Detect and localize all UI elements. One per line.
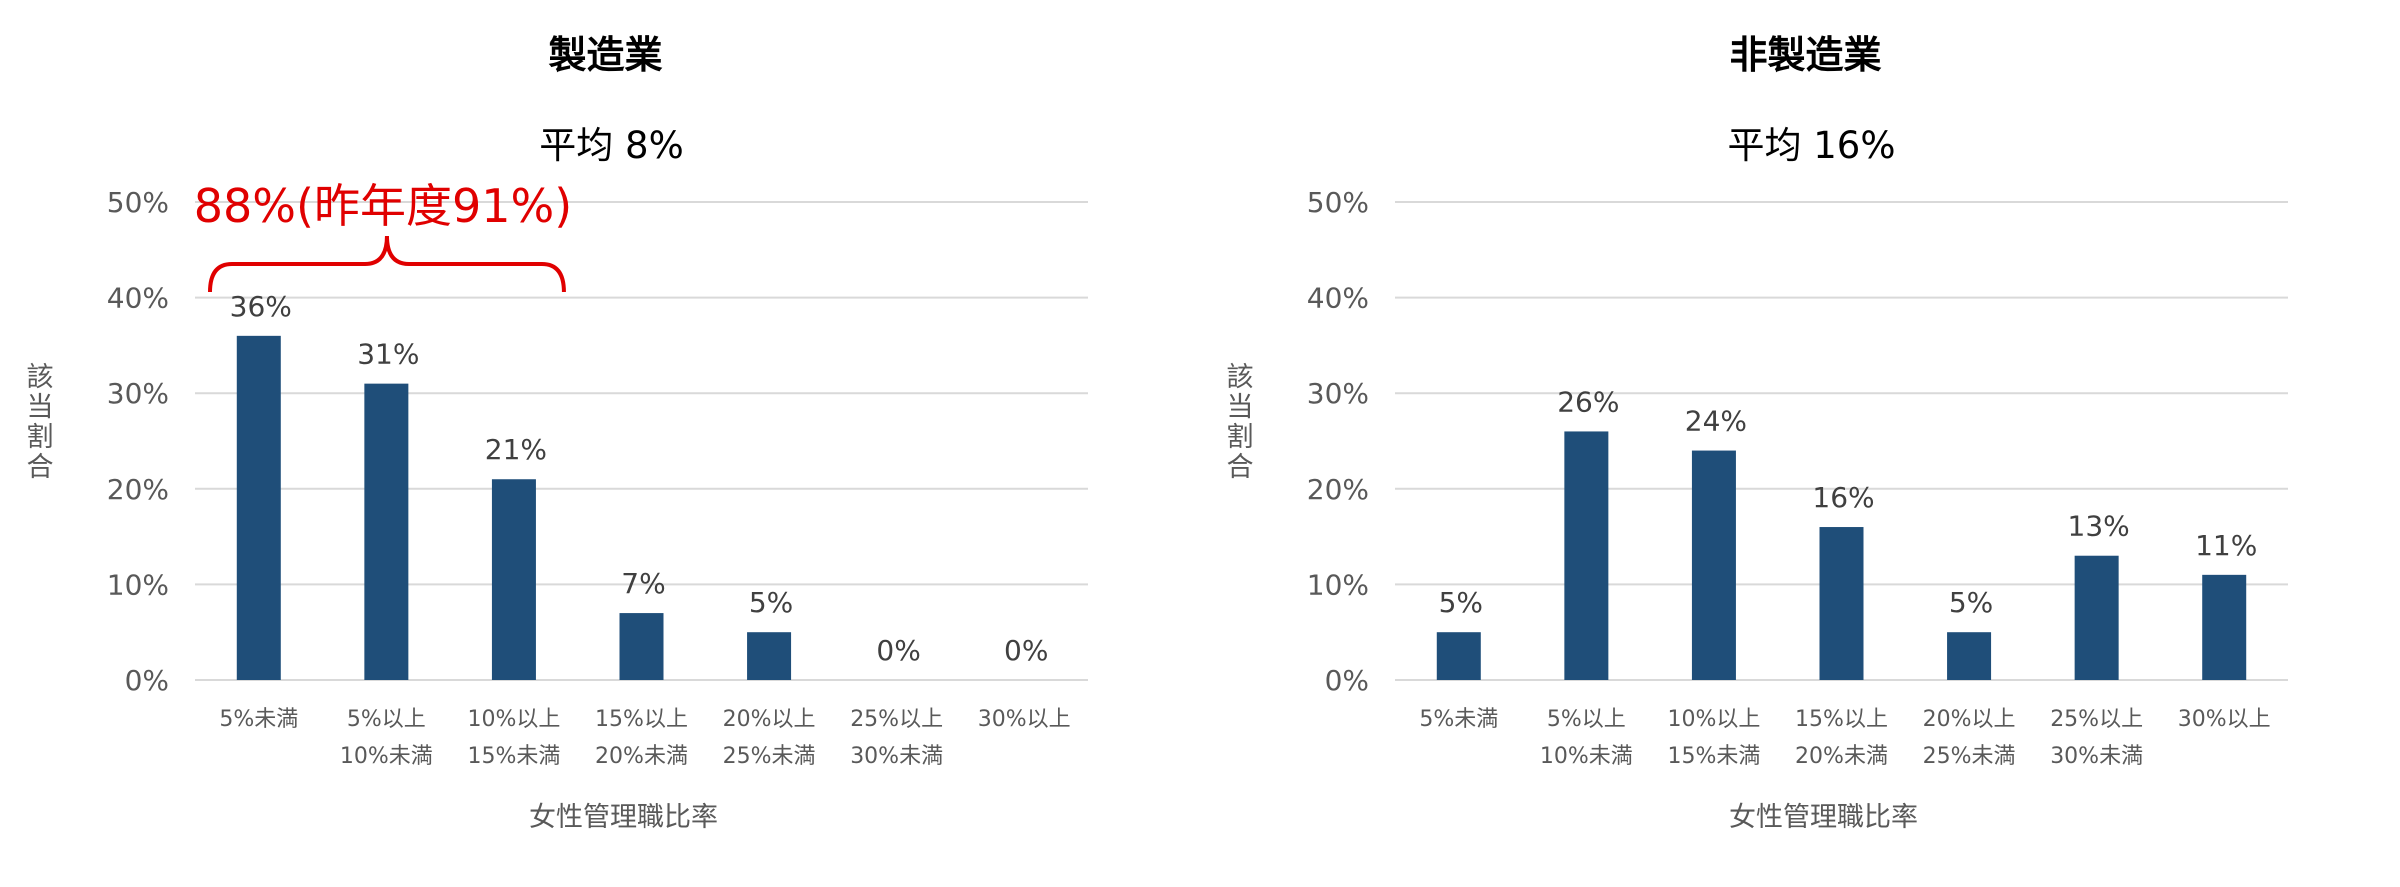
y-axis-title-char: 割: [27, 422, 54, 453]
data-label: 31%: [357, 338, 419, 371]
data-label: 0%: [876, 634, 920, 667]
x-tick-label: 20%未満: [595, 744, 688, 769]
x-tick-label: 25%以上: [850, 707, 943, 732]
y-tick-label: 50%: [107, 186, 169, 219]
data-label: 26%: [1557, 385, 1619, 418]
x-tick-label: 25%以上: [2050, 707, 2143, 732]
y-tick-label: 10%: [1307, 568, 1369, 601]
x-tick-label: 20%以上: [723, 707, 816, 732]
y-tick-label: 30%: [1307, 377, 1369, 410]
data-label: 5%: [1949, 586, 1993, 619]
y-tick-label: 50%: [1307, 186, 1369, 219]
bar: [1691, 450, 1736, 680]
chart-subtitle: 平均 16%: [1728, 124, 1896, 167]
bar: [1564, 431, 1609, 680]
data-label: 36%: [230, 290, 292, 323]
x-tick-label: 10%未満: [1540, 744, 1633, 769]
data-label: 5%: [749, 586, 793, 619]
annotation-bracket: [208, 235, 566, 293]
y-axis-title-char: 割: [1227, 422, 1254, 453]
chart-title: 非製造業: [1729, 33, 1881, 77]
x-tick-label: 25%未満: [1923, 744, 2016, 769]
bar: [619, 613, 664, 680]
y-tick-label: 0%: [1325, 664, 1369, 697]
y-axis-title-char: 合: [27, 452, 54, 483]
data-label: 13%: [2068, 510, 2130, 543]
x-tick-label: 5%未満: [1419, 707, 1498, 732]
x-tick-label: 15%以上: [595, 707, 688, 732]
x-tick-label: 20%以上: [1923, 707, 2016, 732]
x-tick-label: 15%未満: [467, 744, 560, 769]
bar: [1819, 527, 1864, 680]
x-tick-label: 30%以上: [2178, 707, 2271, 732]
x-tick-label: 5%未満: [219, 707, 298, 732]
bar: [1436, 632, 1481, 680]
data-label: 0%: [1004, 634, 1048, 667]
y-tick-label: 40%: [107, 282, 169, 315]
x-axis-title: 女性管理職比率: [529, 802, 718, 833]
x-tick-label: 20%未満: [1795, 744, 1888, 769]
chart-non-manufacturing: 非製造業平均 16% 0% 10% 20% 30% 40% 50% 5% 5%未満 26% 5%以上…: [1200, 0, 2400, 887]
data-label: 5%: [1439, 586, 1483, 619]
chart-subtitle: 平均 8%: [539, 124, 683, 167]
x-tick-label: 30%未満: [2050, 744, 2143, 769]
x-tick-label: 10%未満: [340, 744, 433, 769]
data-label: 21%: [485, 433, 547, 466]
bar: [236, 335, 281, 680]
y-tick-label: 20%: [1307, 473, 1369, 506]
x-tick-label: 10%以上: [467, 707, 560, 732]
x-tick-label: 5%以上: [347, 707, 426, 732]
x-tick-label: 30%以上: [978, 707, 1071, 732]
y-tick-label: 40%: [1307, 282, 1369, 315]
x-tick-label: 5%以上: [1547, 707, 1626, 732]
bar: [747, 632, 792, 680]
data-label: 16%: [1812, 481, 1874, 514]
x-axis-title: 女性管理職比率: [1729, 802, 1918, 833]
bar: [491, 479, 536, 680]
y-tick-label: 20%: [107, 473, 169, 506]
y-tick-label: 30%: [107, 377, 169, 410]
x-tick-label: 15%未満: [1667, 744, 1760, 769]
x-tick-label: 10%以上: [1667, 707, 1760, 732]
bar: [364, 383, 409, 680]
bar: [2074, 555, 2119, 680]
data-label: 7%: [621, 567, 665, 600]
chart-title: 製造業: [548, 33, 662, 77]
annotation-text: 88%(昨年度91%): [194, 179, 572, 233]
y-axis-title-char: 当: [27, 392, 54, 423]
data-label: 24%: [1685, 405, 1747, 438]
bar: [2202, 574, 2247, 680]
x-tick-label: 15%以上: [1795, 707, 1888, 732]
x-tick-label: 25%未満: [723, 744, 816, 769]
x-tick-label: 30%未満: [850, 744, 943, 769]
data-label: 11%: [2195, 529, 2257, 562]
chart-manufacturing: 製造業平均 8% 0% 10% 20% 30% 40% 50% 36% 5%未満 31% 5%以上 1…: [27, 33, 1088, 833]
bar: [1947, 632, 1992, 680]
y-axis-title-char: 当: [1227, 392, 1254, 423]
y-axis-title-char: 合: [1227, 452, 1254, 483]
y-tick-label: 0%: [125, 664, 169, 697]
y-axis-title-char: 該: [27, 362, 54, 393]
y-tick-label: 10%: [107, 568, 169, 601]
y-axis-title-char: 該: [1227, 362, 1254, 393]
